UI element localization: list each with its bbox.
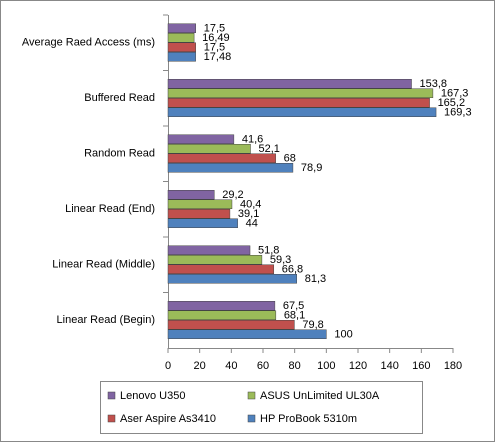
bar	[167, 88, 434, 98]
bar	[167, 79, 412, 89]
value-label: 167,3	[441, 87, 469, 99]
bar	[167, 190, 215, 200]
y-tick-label: Random Read	[84, 148, 155, 160]
bar	[167, 199, 233, 209]
bar	[167, 310, 277, 320]
bar	[167, 153, 276, 163]
value-label: 52,1	[258, 143, 279, 155]
bar	[167, 52, 196, 62]
value-label: 67,5	[283, 300, 304, 312]
value-label: 17,5	[204, 22, 225, 34]
value-label: 81,3	[305, 273, 326, 285]
value-label: 41,6	[242, 133, 263, 145]
bar	[167, 218, 238, 228]
x-tick-label: 60	[257, 360, 269, 372]
legend-label: Lenovo U350	[120, 390, 185, 402]
value-label: 17,5	[204, 41, 225, 53]
bar	[167, 329, 327, 339]
legend-swatch	[107, 414, 116, 423]
legend-box	[100, 381, 423, 434]
value-label: 68	[284, 152, 296, 164]
x-tick-label: 180	[444, 360, 462, 372]
x-tick-label: 0	[165, 360, 171, 372]
x-tick-label: 120	[349, 360, 367, 372]
bar	[167, 23, 196, 33]
y-tick-label: Linear Read (Middle)	[52, 259, 155, 271]
bar	[167, 163, 294, 173]
x-tick-label: 80	[289, 360, 301, 372]
y-tick-label: Linear Read (End)	[65, 203, 155, 215]
value-label: 29,2	[222, 189, 243, 201]
value-label: 39,1	[238, 208, 259, 220]
value-label: 78,9	[301, 162, 322, 174]
bar	[167, 255, 263, 265]
bar	[167, 209, 231, 219]
value-label: 17,48	[204, 51, 232, 63]
value-label: 51,8	[258, 244, 279, 256]
value-label: 68,1	[284, 309, 305, 321]
x-tick-label: 100	[317, 360, 335, 372]
legend-swatch	[247, 414, 256, 423]
bar	[167, 144, 251, 154]
value-label: 165,2	[438, 97, 466, 109]
value-label: 79,8	[302, 319, 323, 331]
bar	[167, 301, 276, 311]
legend-swatch	[107, 391, 116, 400]
value-label: 169,3	[444, 106, 472, 118]
value-label: 40,4	[240, 198, 261, 210]
legend-swatch	[247, 391, 256, 400]
bar	[167, 98, 430, 108]
legend-label: ASUS UnLimited UL30A	[260, 390, 380, 402]
bar	[167, 320, 295, 330]
x-tick-label: 40	[225, 360, 237, 372]
bar	[167, 245, 251, 255]
bar	[167, 274, 297, 284]
legend-label: HP ProBook 5310m	[260, 413, 357, 425]
bar	[167, 107, 437, 117]
x-tick-label: 160	[412, 360, 430, 372]
bar	[167, 33, 195, 43]
value-label: 153,8	[420, 78, 448, 90]
bar	[167, 42, 196, 52]
y-tick-label: Linear Read (Begin)	[57, 314, 155, 326]
value-label: 59,3	[270, 254, 291, 266]
value-label: 66,8	[282, 263, 303, 275]
y-tick-label: Buffered Read	[84, 92, 155, 104]
x-tick-label: 140	[380, 360, 398, 372]
value-label: 100	[334, 328, 352, 340]
legend-label: Aser Aspire As3410	[120, 413, 216, 425]
value-label: 44	[246, 217, 258, 229]
value-label: 16,49	[202, 32, 230, 44]
y-tick-label: Average Raed Access (ms)	[22, 37, 155, 49]
bar	[167, 134, 235, 144]
x-tick-label: 20	[194, 360, 206, 372]
bar	[167, 264, 275, 274]
